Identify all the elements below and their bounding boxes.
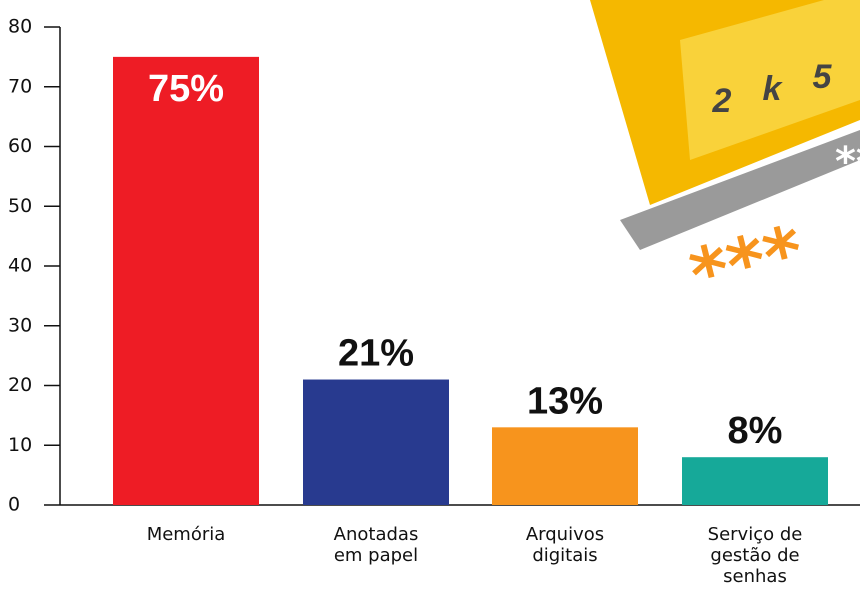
y-tick-label: 0 (8, 494, 20, 516)
svg-text:**: ** (835, 139, 860, 185)
value-label: 75% (148, 68, 224, 110)
y-tick-label: 40 (8, 255, 32, 277)
y-tick-label: 20 (8, 374, 32, 396)
x-tick-label: Anotadas em papel (333, 524, 419, 566)
svg-text:***: *** (682, 209, 812, 318)
x-tick-label: Serviço de gestão de senhas (707, 524, 803, 587)
lock-digit: 5 (813, 58, 833, 96)
x-tick-label: Arquivos digitais (525, 524, 605, 566)
bar (303, 379, 449, 505)
x-tick-label: Memória (146, 524, 226, 545)
y-tick-label: 10 (8, 434, 32, 456)
value-label: 13% (527, 380, 603, 422)
lock-digit: 2 (712, 82, 732, 120)
lock-digit: k (763, 70, 784, 108)
value-label: 21% (338, 333, 414, 375)
y-tick-label: 30 (8, 314, 32, 336)
bar (113, 56, 259, 505)
y-tick-label: 80 (8, 16, 32, 38)
lock-illustration: ** *** (590, 0, 860, 318)
bar (492, 427, 638, 505)
bar (682, 457, 828, 505)
y-tick-label: 50 (8, 195, 32, 217)
y-tick-label: 60 (8, 135, 32, 157)
value-label: 8% (728, 410, 783, 452)
y-tick-label: 70 (8, 75, 32, 97)
